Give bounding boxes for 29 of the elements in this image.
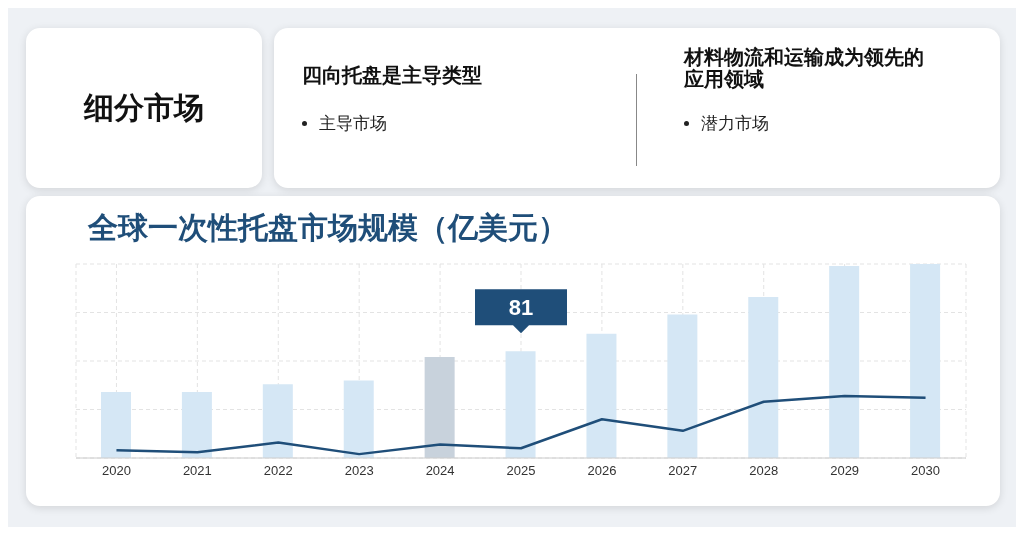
x-tick-label: 2020: [101, 463, 131, 479]
x-tick-label: 2026: [587, 463, 617, 479]
x-tick-label: 2024: [425, 463, 455, 479]
text: 四向托盘是主导类型: [302, 63, 483, 88]
bar: [586, 333, 617, 458]
chart-title: 全球一次性托盘市场规模（亿美元）: [88, 210, 568, 246]
x-tick-label: 2023: [344, 463, 374, 479]
bar: [181, 392, 212, 458]
text: 主导市场: [318, 113, 387, 135]
bar: [101, 392, 131, 458]
x-tick-label: 2025: [506, 463, 536, 479]
text: 潜力市场: [700, 113, 769, 135]
text: 材料物流和运输成为领先的应用领域: [684, 46, 925, 90]
x-tick-label: 2027: [668, 463, 698, 479]
x-tick-label: 2030: [911, 463, 941, 479]
bar: [343, 380, 374, 458]
bar: [667, 314, 698, 458]
x-tick-label: 2029: [830, 463, 860, 479]
annotation: 81: [508, 295, 534, 321]
bar: [424, 357, 455, 458]
bar: [748, 296, 779, 458]
bar: [505, 351, 536, 458]
bar: [910, 264, 941, 458]
x-tick-label: 2022: [263, 463, 293, 479]
bar: [262, 384, 293, 458]
x-tick-label: 2028: [749, 463, 779, 479]
bar: [829, 265, 860, 458]
x-tick-label: 2021: [182, 463, 212, 479]
text: 细分市场: [84, 89, 204, 126]
